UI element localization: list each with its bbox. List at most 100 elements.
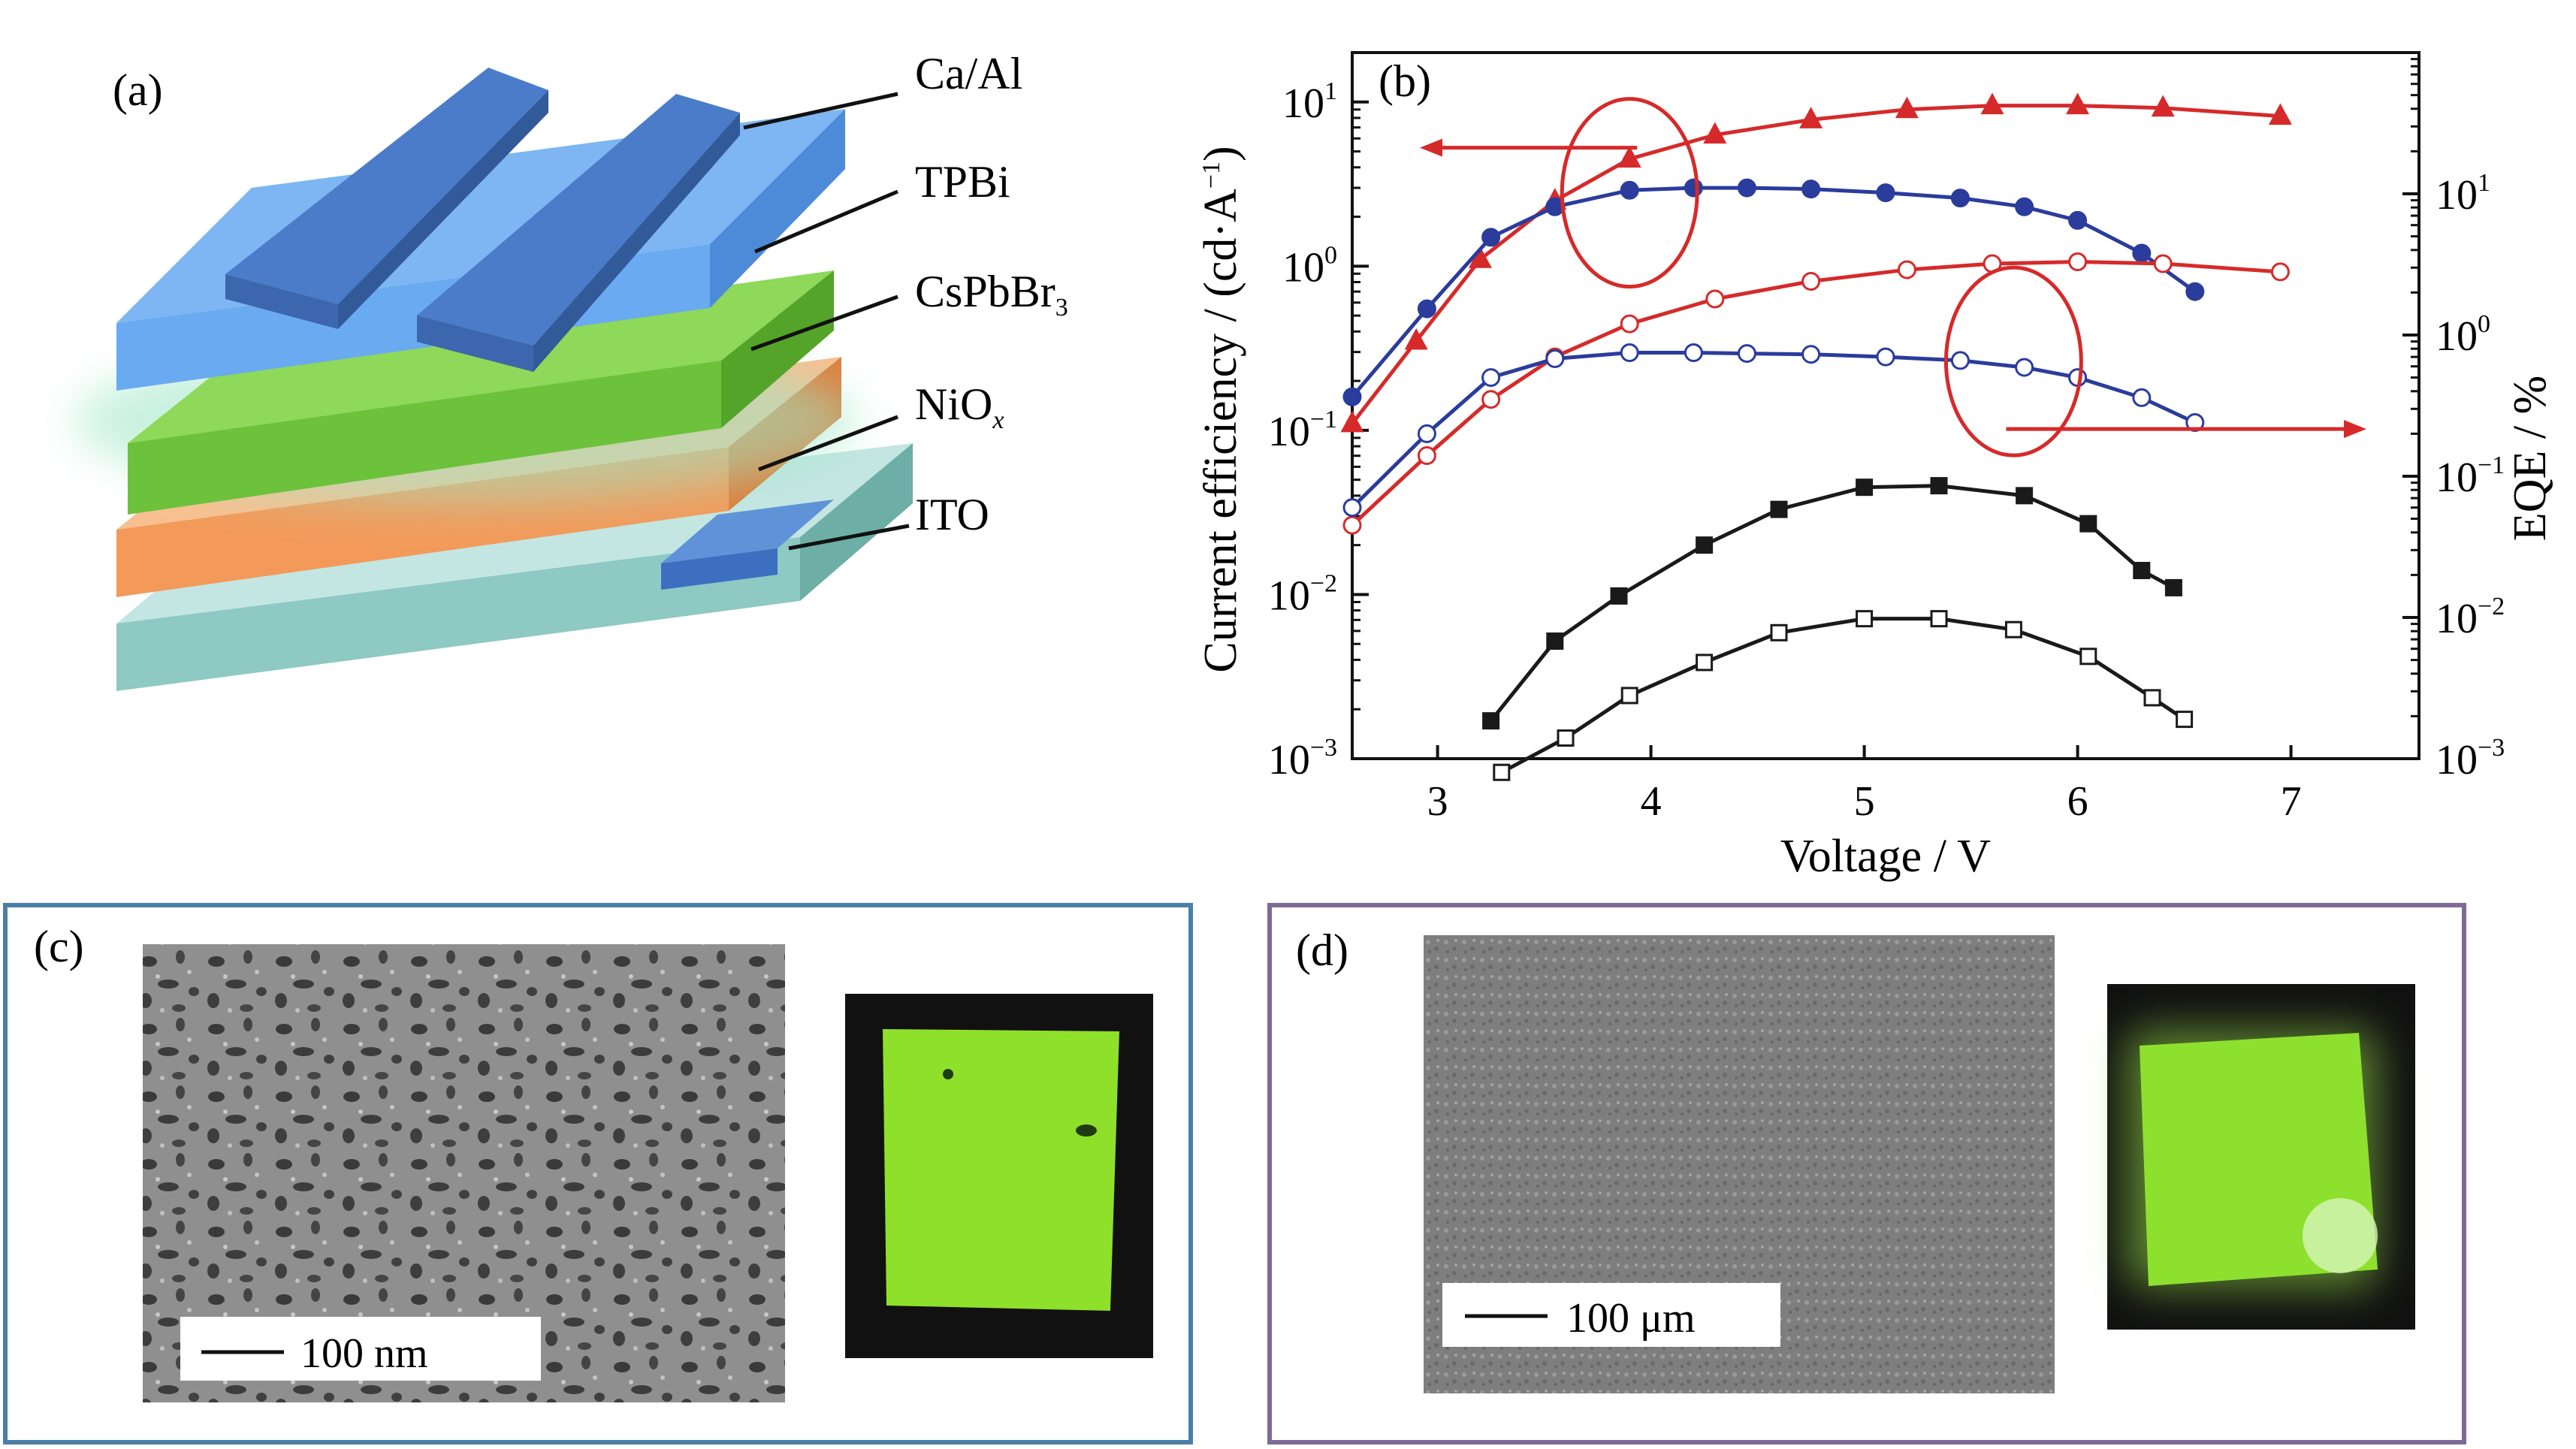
series-line-2 xyxy=(1351,260,2281,527)
series-5-point xyxy=(2143,689,2161,707)
annotation-ellipse xyxy=(1943,265,2083,457)
series-4-point xyxy=(1930,477,1948,495)
series-3-point xyxy=(1481,368,1501,388)
series-1-point xyxy=(1801,180,1821,199)
scale-label-c: 100 nm xyxy=(300,1330,428,1377)
series-5-point xyxy=(2176,711,2194,729)
label-niox: NiOx xyxy=(915,379,1004,434)
series-3-point xyxy=(1342,498,1362,518)
series-2-point xyxy=(1897,260,1916,279)
series-4-point xyxy=(1696,536,1714,554)
defect-spot xyxy=(943,1069,953,1079)
x-axis-title: Voltage / V xyxy=(1780,831,1991,882)
bright-corner xyxy=(2303,1198,2378,1273)
panel-b-chart: (b) 3 4 5 6 7 101 100 10−1 10−2 10−3 101 100 10−1 10−… xyxy=(1195,51,2556,882)
series-3-point xyxy=(2132,388,2152,407)
series-1-point xyxy=(1950,189,1970,208)
annotation-ellipse xyxy=(1560,97,1699,289)
series-1-point xyxy=(1737,178,1756,198)
series-4-point xyxy=(2164,578,2182,596)
y-right-axis-title: EQE / % xyxy=(2505,376,2556,541)
series-3-point xyxy=(1620,343,1639,362)
x-tick-label: 7 xyxy=(2281,778,2302,825)
series-0-point xyxy=(1980,92,2004,115)
series-3-point xyxy=(1950,351,1970,370)
series-0-point xyxy=(1617,146,1641,168)
defect-spot xyxy=(1076,1124,1097,1137)
series-5-point xyxy=(2079,648,2097,666)
series-3-point xyxy=(1684,343,1703,362)
series-2-point xyxy=(1705,289,1725,309)
series-4-point xyxy=(2079,515,2097,533)
series-4-point xyxy=(1546,632,1564,651)
device-emission-c xyxy=(883,1029,1119,1311)
series-0-point xyxy=(1340,410,1364,433)
panel-d-frame xyxy=(1267,903,2466,1444)
series-4-point xyxy=(2133,562,2151,580)
y-left-title-main: Current efficiency / (cd·A xyxy=(1195,189,1246,673)
series-3-point xyxy=(1417,424,1436,443)
series-2-point xyxy=(1801,272,1821,291)
series-5-point xyxy=(1620,687,1638,705)
panel-a: (a) xyxy=(75,49,1068,691)
y-left-tick-label: 100 xyxy=(1282,241,1337,291)
series-1-point xyxy=(2185,282,2205,301)
panel-a-label: (a) xyxy=(113,65,163,115)
label-ito: ITO xyxy=(915,490,989,539)
series-1-point xyxy=(1417,299,1436,318)
leader-lines xyxy=(743,92,910,551)
y-left-title-close: ) xyxy=(1195,146,1246,162)
series-1-point xyxy=(1876,183,1895,203)
series-5-point xyxy=(1696,654,1714,672)
y-right-tick-label: 10−1 xyxy=(2436,451,2505,501)
y-right-tick-label: 10−3 xyxy=(2436,734,2505,783)
series-5-point xyxy=(1493,763,1511,781)
scale-box-c xyxy=(180,1317,541,1381)
y-left-tick-label: 10−1 xyxy=(1268,406,1337,455)
series-2-point xyxy=(1417,446,1436,466)
y-right-tick-label: 10−2 xyxy=(2436,593,2505,642)
series-3-point xyxy=(1876,347,1895,367)
x-tick-label: 4 xyxy=(1641,778,1662,825)
y-left-title-sup: −1 xyxy=(1197,162,1225,189)
series-2-point xyxy=(2068,252,2088,272)
series-3-point xyxy=(2015,358,2034,377)
series-5-point xyxy=(2004,620,2022,638)
series-4-point xyxy=(1482,712,1500,730)
series-2-point xyxy=(2153,254,2173,273)
series-3-point xyxy=(1545,349,1565,368)
label-tpbi: TPBi xyxy=(915,157,1010,207)
series-0-point xyxy=(1404,328,1428,350)
panel-c-label: (c) xyxy=(34,922,84,971)
series-1-point xyxy=(2132,243,2152,263)
x-tick-label: 3 xyxy=(1427,778,1448,825)
electrode-strip-1 xyxy=(225,68,548,329)
series-1-point xyxy=(2068,210,2088,230)
x-tick-label: 6 xyxy=(2067,778,2088,825)
y-left-tick-label: 101 xyxy=(1282,77,1337,127)
series-0-point xyxy=(1468,246,1492,268)
series-2-point xyxy=(1342,515,1362,535)
series-5-point xyxy=(1557,729,1575,747)
electrode-strip-2 xyxy=(417,94,740,372)
series-0-point xyxy=(2151,95,2175,117)
series-4-point xyxy=(1770,500,1788,518)
label-niox-main: NiO xyxy=(915,379,992,429)
panel-d: (d) 100 μm xyxy=(1267,903,2466,1444)
series-1-point xyxy=(1481,228,1501,247)
series-5-point xyxy=(1770,623,1788,641)
label-niox-sub: x xyxy=(992,406,1004,434)
series-2-point xyxy=(1481,390,1501,409)
series-2-point xyxy=(1620,314,1639,334)
series-4-point xyxy=(1610,587,1628,605)
series-5-point xyxy=(1856,610,1874,628)
panel-d-label: (d) xyxy=(1296,925,1348,975)
label-cspbbr3-sub: 3 xyxy=(1055,294,1068,321)
y-right-tick-label: 100 xyxy=(2436,310,2490,360)
annotation-arrowhead xyxy=(1420,138,1442,157)
series-5-point xyxy=(1930,610,1948,628)
label-cspbbr3: CsPbBr3 xyxy=(915,267,1068,321)
series-0-point xyxy=(1895,96,1919,119)
label-cspbbr3-main: CsPbBr xyxy=(915,267,1055,316)
